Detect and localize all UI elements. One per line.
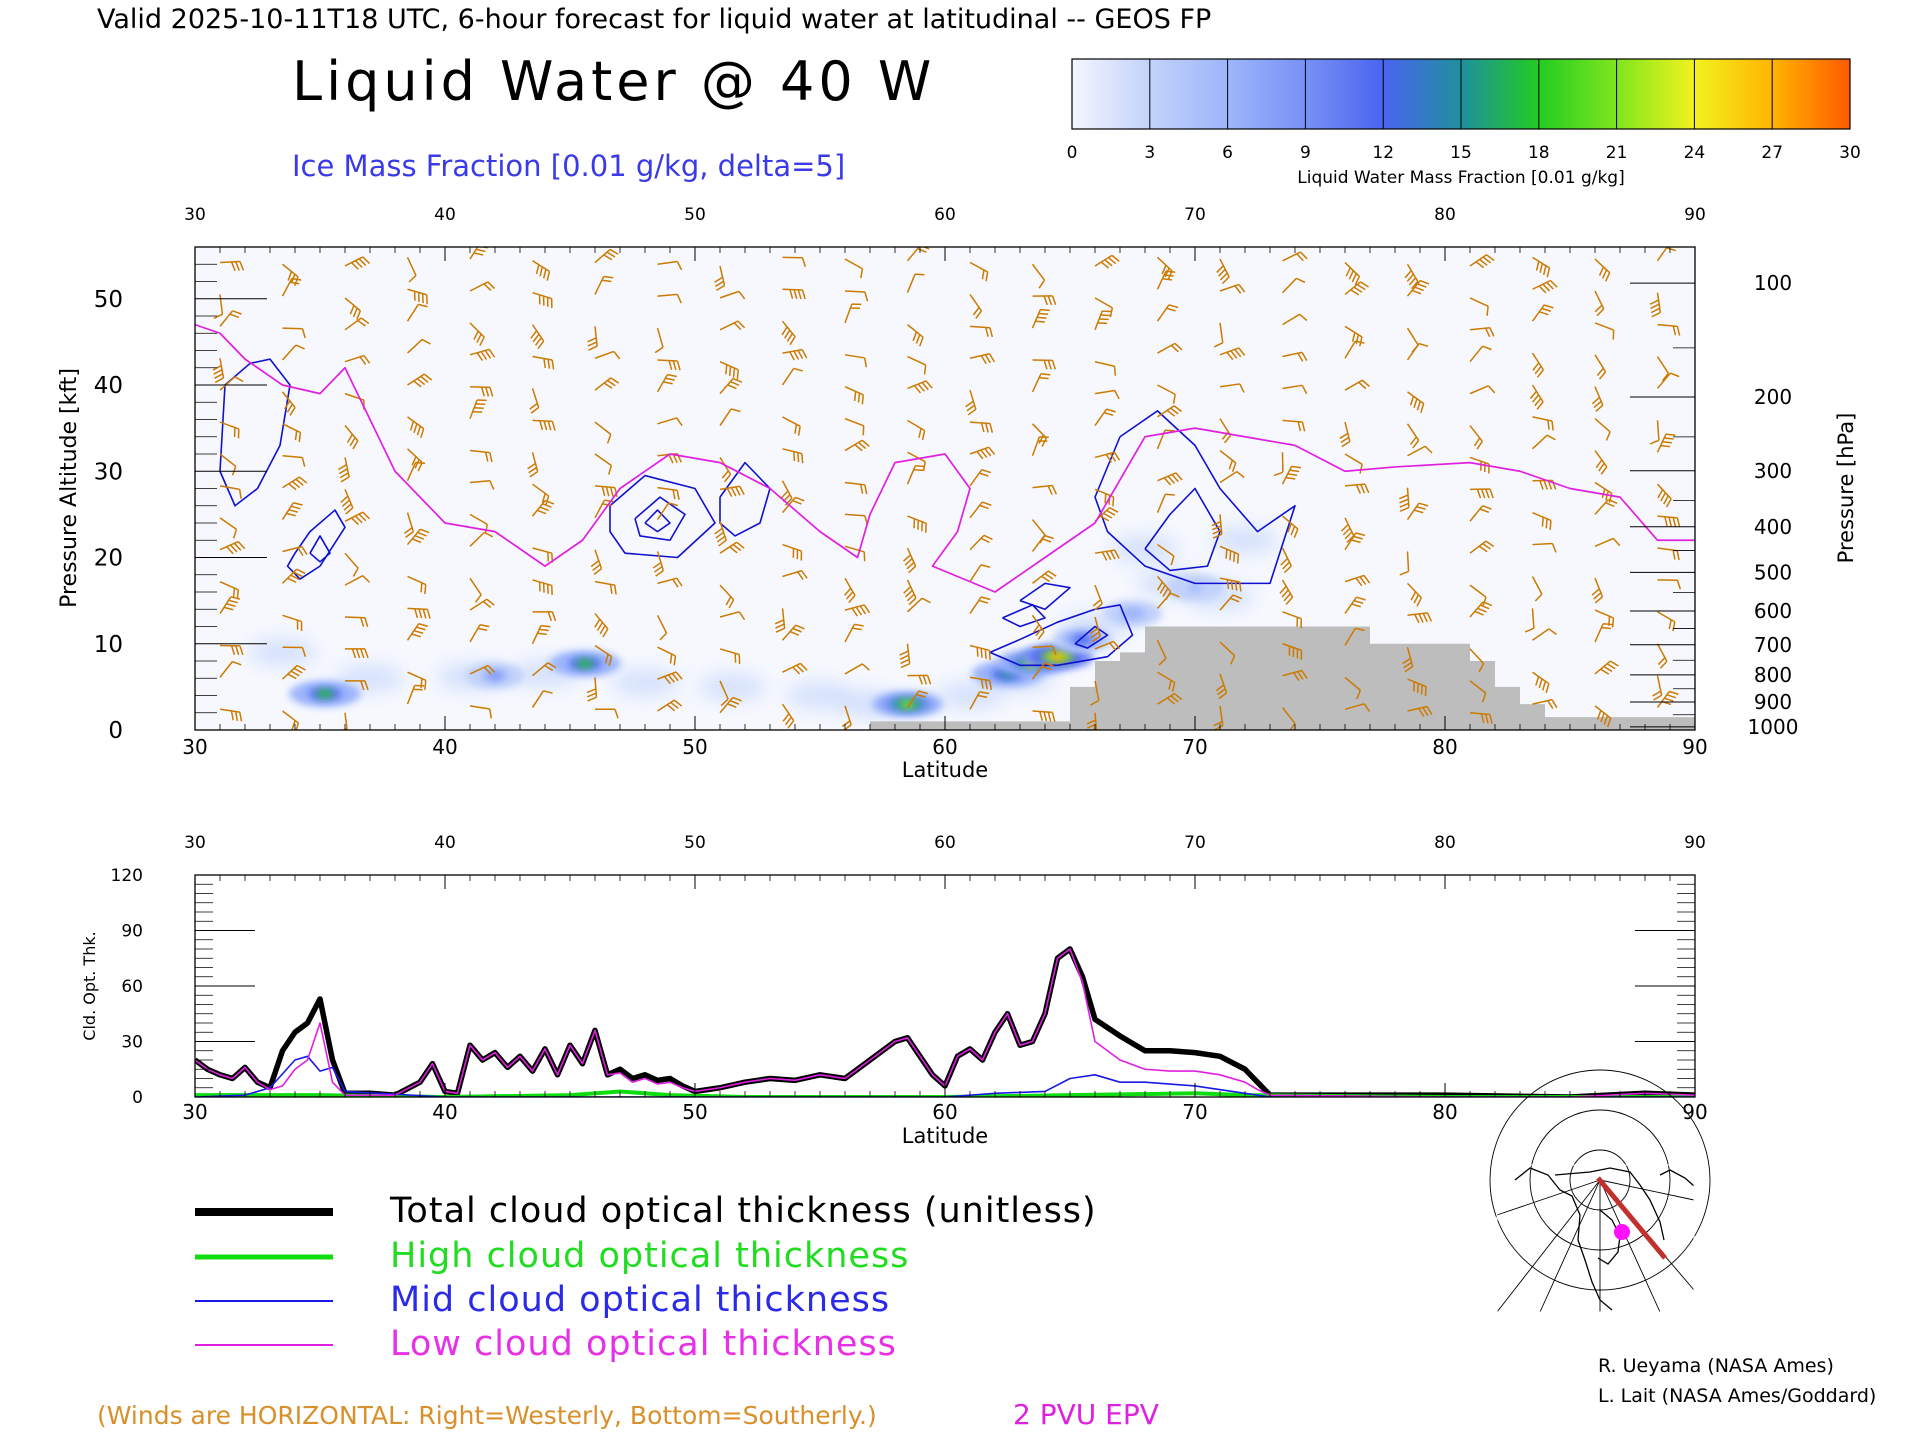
bottom-x-tick-label-upper: 70 — [1184, 833, 1206, 853]
bottom-x-tick-label-upper: 90 — [1684, 833, 1706, 853]
bottom-y-tick-label: 120 — [111, 866, 143, 886]
bottom-x-tick-label: 80 — [1432, 1100, 1457, 1124]
pressure-tick-label: 700 — [1754, 633, 1792, 657]
top-x-tick-label: 40 — [432, 735, 457, 759]
top-x-tick-label-upper: 70 — [1184, 205, 1206, 225]
top-ylabel: Pressure Altitude [kft] — [57, 368, 82, 608]
liquid-water-haze — [699, 673, 767, 701]
colorbar-tick-label: 18 — [1528, 143, 1550, 163]
top-y-tick-label: 30 — [94, 459, 123, 485]
pressure-tick-label: 900 — [1754, 690, 1792, 714]
bottom-x-tick-label: 60 — [932, 1100, 957, 1124]
pressure-tick-label: 1000 — [1748, 715, 1799, 739]
legend-label-high: High cloud optical thickness — [390, 1236, 909, 1276]
colorbar-tick-label: 3 — [1144, 143, 1155, 163]
bottom-xlabel: Latitude — [902, 1124, 988, 1148]
pressure-tick-label: 800 — [1754, 663, 1792, 687]
legend: Total cloud optical thickness (unitless)… — [195, 1191, 1097, 1364]
liquid-water-blob — [1103, 601, 1163, 627]
pressure-tick-label: 100 — [1754, 271, 1792, 295]
winds-note: (Winds are HORIZONTAL: Right=Westerly, B… — [97, 1401, 877, 1430]
colorbar-label: Liquid Water Mass Fraction [0.01 g/kg] — [1297, 168, 1624, 188]
top-xlabel: Latitude — [902, 758, 988, 782]
bottom-x-tick-label-upper: 80 — [1434, 833, 1456, 853]
bottom-x-tick-label: 50 — [682, 1100, 707, 1124]
top-x-tick-label-upper: 40 — [434, 205, 456, 225]
liquid-water-blob — [1165, 575, 1225, 601]
top-x-tick-label-upper: 50 — [684, 205, 706, 225]
colorbar-tick-label: 6 — [1222, 143, 1233, 163]
bottom-x-tick-label: 70 — [1182, 1100, 1207, 1124]
colorbar-tick-label: 27 — [1761, 143, 1783, 163]
bottom-y-tick-label: 30 — [121, 1033, 143, 1053]
pressure-tick-label: 500 — [1754, 560, 1792, 584]
map-inset-location-marker — [1614, 1224, 1630, 1240]
colorbar-tick-label: 30 — [1839, 143, 1861, 163]
top-x-tick-label-upper: 30 — [184, 205, 206, 225]
liquid-water-blob — [465, 663, 525, 689]
pvu-label: 2 PVU EPV — [1013, 1398, 1159, 1431]
map-inset — [1490, 1070, 1710, 1312]
main-title: Liquid Water @ 40 W — [292, 50, 935, 113]
top-y-tick-label: 20 — [94, 546, 123, 572]
legend-label-total: Total cloud optical thickness (unitless) — [389, 1191, 1097, 1231]
credit-line-2: L. Lait (NASA Ames/Goddard) — [1598, 1385, 1876, 1407]
bottom-y-tick-label: 0 — [132, 1088, 143, 1108]
top-y-tick-label: 50 — [94, 287, 123, 313]
subtitle: Ice Mass Fraction [0.01 g/kg, delta=5] — [292, 149, 845, 183]
series-line-low — [195, 949, 1695, 1097]
valid-line: Valid 2025-10-11T18 UTC, 6-hour forecast… — [97, 4, 1211, 35]
series-line-total — [195, 949, 1695, 1097]
liquid-water-blob — [289, 681, 361, 707]
pressure-tick-label: 300 — [1754, 459, 1792, 483]
credit-line-1: R. Ueyama (NASA Ames) — [1598, 1355, 1834, 1377]
liquid-water-blob — [1053, 626, 1113, 652]
pressure-tick-label: 600 — [1754, 599, 1792, 623]
bottom-x-tick-label-upper: 40 — [434, 833, 456, 853]
bottom-x-tick-label-upper: 30 — [184, 833, 206, 853]
top-x-tick-label: 30 — [182, 735, 207, 759]
legend-label-mid: Mid cloud optical thickness — [390, 1280, 890, 1320]
bottom-panel-frame — [195, 875, 1695, 1097]
top-y-tick-label: 40 — [94, 373, 123, 399]
bottom-x-tick-label-upper: 50 — [684, 833, 706, 853]
colorbar: 0 3 6 9 12 15 18 21 24 27 30 Liquid Water Mass Fra… — [1067, 59, 1861, 188]
top-x-tick-label-upper: 80 — [1434, 205, 1456, 225]
colorbar-tick-label: 0 — [1067, 143, 1078, 163]
top-x-tick-label: 80 — [1432, 735, 1457, 759]
colorbar-tick-label: 12 — [1372, 143, 1394, 163]
bottom-x-tick-label: 30 — [182, 1100, 207, 1124]
top-x-tick-label-upper: 60 — [934, 205, 956, 225]
pressure-tick-label: 200 — [1754, 385, 1792, 409]
top-y-tick-label: 0 — [108, 718, 123, 744]
top-x-tick-label: 70 — [1182, 735, 1207, 759]
bottom-x-tick-label-upper: 60 — [934, 833, 956, 853]
top-x-tick-label: 60 — [932, 735, 957, 759]
top-y-tick-label: 10 — [94, 632, 123, 658]
colorbar-tick-label: 15 — [1450, 143, 1472, 163]
colorbar-tick-label: 9 — [1300, 143, 1311, 163]
bottom-y-tick-label: 90 — [121, 922, 143, 942]
top-panel: 3030404050506060707080809090010203040501… — [57, 205, 1858, 782]
legend-label-low: Low cloud optical thickness — [390, 1324, 897, 1364]
liquid-water-blob — [872, 691, 944, 717]
top-x-tick-label-upper: 90 — [1684, 205, 1706, 225]
bottom-ylabel: Cld. Opt. Thk. — [80, 931, 99, 1040]
liquid-water-haze — [249, 638, 317, 666]
top-right-label: Pressure [hPa] — [1834, 413, 1858, 564]
colorbar-tick-label: 21 — [1606, 143, 1628, 163]
bottom-x-tick-label: 40 — [432, 1100, 457, 1124]
bottom-y-tick-label: 60 — [121, 977, 143, 997]
top-x-tick-label: 90 — [1682, 735, 1707, 759]
pressure-tick-label: 400 — [1754, 515, 1792, 539]
top-x-tick-label: 50 — [682, 735, 707, 759]
colorbar-tick-label: 24 — [1684, 143, 1706, 163]
